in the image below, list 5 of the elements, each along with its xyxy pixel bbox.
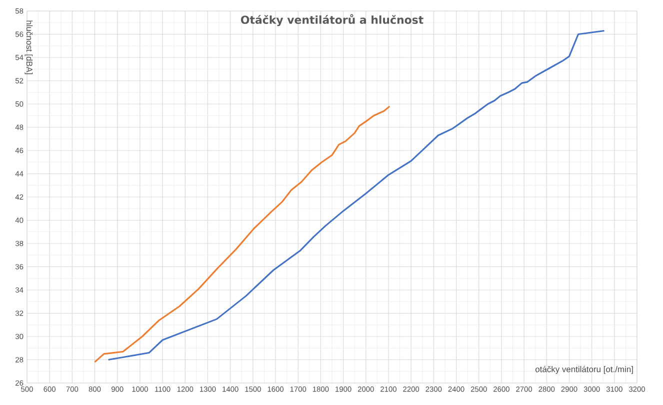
line-series [108,30,606,361]
y-axis-title: hlučnost [dBA] [24,20,33,74]
x-axis-title: otáčky ventilátoru [ot./min] [535,366,633,374]
chart-title: Otáčky ventilátorů a hlučnost [240,14,424,26]
line-series [94,106,390,363]
